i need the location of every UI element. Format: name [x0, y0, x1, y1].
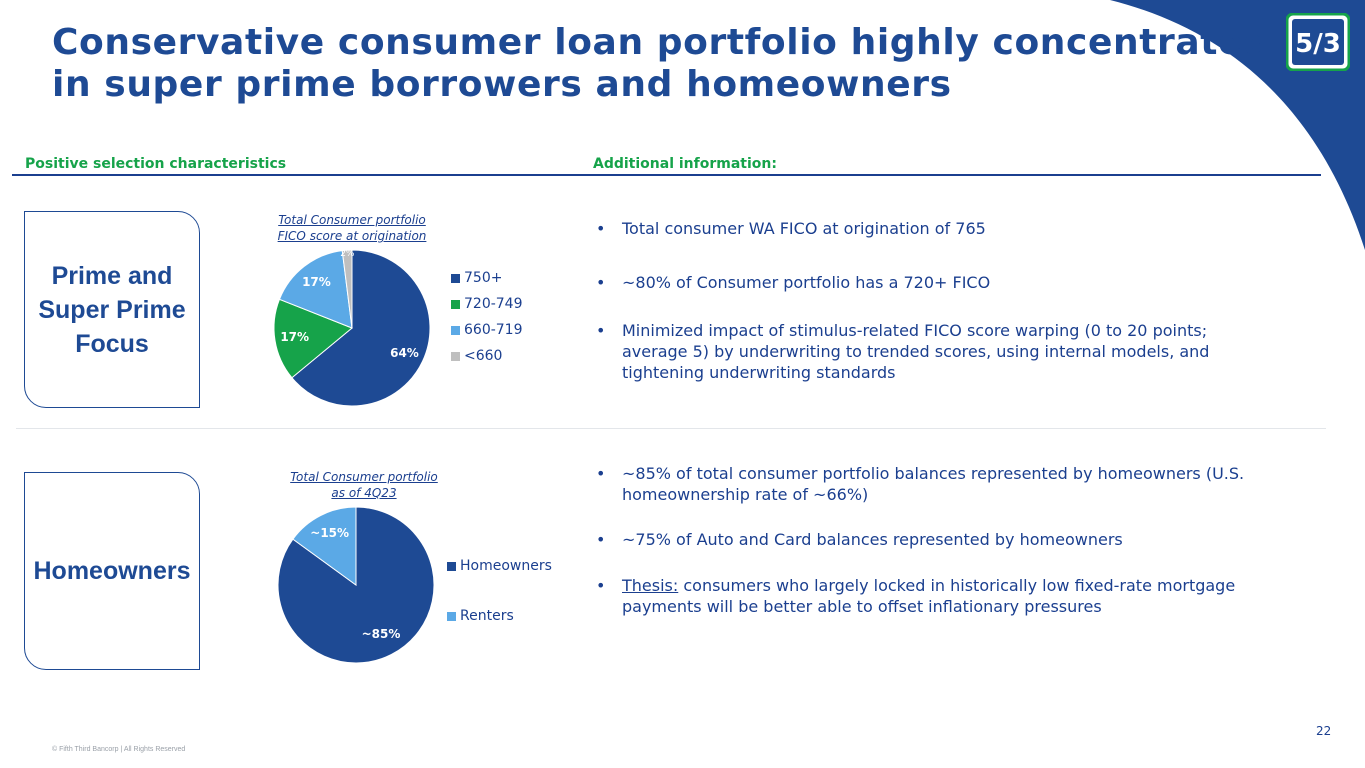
legend-item: Homeowners: [447, 541, 552, 591]
pie-slice-750-: [291, 249, 431, 407]
legend-item: Renters: [447, 591, 552, 641]
legend-swatch: [451, 325, 460, 335]
pie-data-label: 2%: [340, 249, 355, 260]
left-section-header: Positive selection characteristics: [25, 156, 287, 172]
title-line-2: in super prime borrowers and homeowners: [52, 64, 952, 105]
page-number: 22: [1316, 724, 1332, 738]
legend-label: 750+: [464, 270, 503, 286]
pie-slice-720-749: [273, 298, 353, 379]
bullets-top: • Total consumer WA FICO at origination …: [596, 218, 1296, 383]
homeowner-chart-title-line-2: as of 4Q23: [331, 486, 397, 500]
homeowner-legend: Homeowners Renters: [447, 541, 552, 641]
legend-item: 720-749: [451, 291, 523, 317]
fifth-third-logo: 5/3: [1286, 13, 1350, 71]
svg-text:5/3: 5/3: [1295, 29, 1341, 59]
bullet-item: • ~85% of total consumer portfolio balan…: [596, 463, 1276, 505]
legend-label: Renters: [460, 608, 514, 624]
fico-pie-chart: [273, 249, 431, 407]
fico-chart-title: Total Consumer portfolio FICO score at o…: [262, 212, 442, 244]
bullet-text: ~75% of Auto and Card balances represent…: [622, 530, 1123, 549]
bullets-bottom: • ~85% of total consumer portfolio balan…: [596, 463, 1296, 617]
pie-slice-660-719: [278, 250, 353, 329]
bullet-item: • Minimized impact of stimulus-related F…: [596, 320, 1236, 383]
bullet-dot: •: [596, 321, 606, 340]
pie-data-label: 64%: [390, 345, 419, 360]
homeowners-focus-box: Homeowners: [24, 472, 200, 670]
bullet-text: ~80% of Consumer portfolio has a 720+ FI…: [622, 273, 991, 292]
homeowner-pie-chart: [277, 506, 435, 664]
legend-item: 660-719: [451, 317, 523, 343]
legend-item: 750+: [451, 265, 523, 291]
prime-focus-box: Prime and Super Prime Focus: [24, 211, 200, 408]
pie-data-label: 17%: [302, 275, 331, 290]
fico-chart-title-line-2: FICO score at origination: [277, 229, 427, 243]
bullet-dot: •: [596, 530, 606, 549]
header-divider: [12, 174, 1321, 176]
pie-data-label: ~15%: [310, 526, 350, 541]
title-line-1: Conservative consumer loan portfolio hig…: [52, 22, 1270, 63]
homeowners-focus-label: Homeowners: [33, 557, 191, 585]
bullet-dot: •: [596, 576, 606, 595]
thesis-label: Thesis:: [622, 576, 679, 595]
pie-slice--660: [341, 249, 353, 329]
bullet-text: ~85% of total consumer portfolio balance…: [622, 464, 1245, 504]
bullet-item: • Total consumer WA FICO at origination …: [596, 218, 1296, 239]
pie-data-label: 17%: [280, 330, 310, 345]
legend-swatch: [447, 611, 456, 621]
bullet-dot: •: [596, 464, 606, 483]
legend-swatch: [451, 351, 460, 361]
fico-legend: 750+ 720-749 660-719 <660: [451, 265, 523, 369]
legend-swatch: [451, 299, 460, 309]
bullet-dot: •: [596, 219, 606, 238]
legend-label: 660-719: [464, 322, 523, 338]
bullet-text: Minimized impact of stimulus-related FIC…: [622, 321, 1210, 382]
legend-swatch: [451, 273, 460, 283]
bullet-item: • Thesis: consumers who largely locked i…: [596, 575, 1276, 617]
footer-copyright: © Fifth Third Bancorp | All Rights Reser…: [52, 746, 186, 753]
bullet-item: • ~75% of Auto and Card balances represe…: [596, 529, 1296, 550]
legend-label: <660: [464, 348, 503, 364]
legend-swatch: [447, 561, 456, 571]
right-section-header: Additional information:: [593, 156, 777, 172]
prime-focus-line-3: Focus: [75, 329, 149, 358]
bullet-text: consumers who largely locked in historic…: [622, 576, 1236, 616]
prime-focus-line-2: Super Prime: [38, 295, 186, 324]
legend-item: <660: [451, 343, 523, 369]
slide-title: Conservative consumer loan portfolio hig…: [52, 22, 1270, 106]
pie-data-label: ~85%: [361, 627, 401, 641]
row-divider: [16, 428, 1326, 429]
legend-label: 720-749: [464, 296, 523, 312]
pie-slice-renters: [292, 506, 357, 586]
legend-label: Homeowners: [460, 558, 552, 574]
fico-chart-title-line-1: Total Consumer portfolio: [278, 213, 426, 227]
prime-focus-line-1: Prime and: [51, 261, 173, 290]
homeowner-chart-title: Total Consumer portfolio as of 4Q23: [276, 469, 452, 501]
bullet-dot: •: [596, 273, 606, 292]
bullet-item: • ~80% of Consumer portfolio has a 720+ …: [596, 272, 1296, 293]
bullet-text: Total consumer WA FICO at origination of…: [622, 219, 986, 238]
homeowner-chart-title-line-1: Total Consumer portfolio: [290, 470, 438, 484]
